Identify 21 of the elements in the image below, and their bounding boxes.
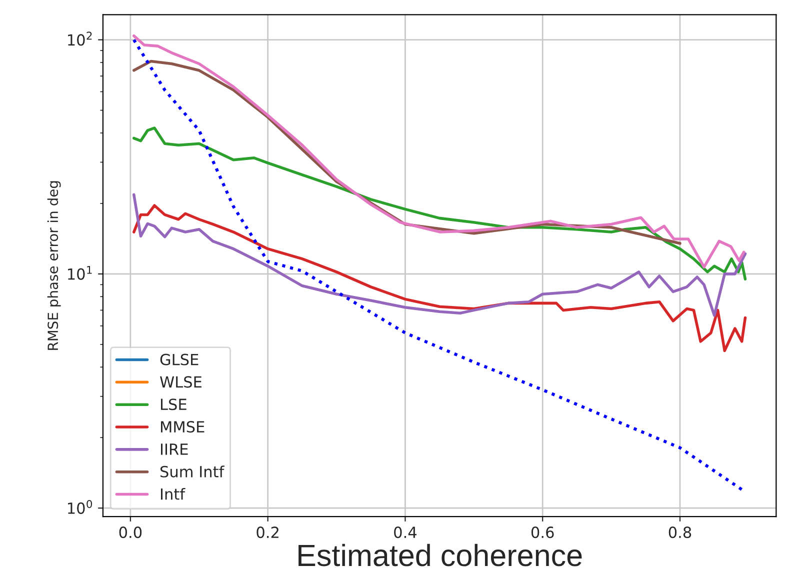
- legend-label: Sum Intf: [160, 466, 224, 478]
- x-axis-title: Estimated coherence: [298, 544, 582, 566]
- x-tick-label: 0.6: [531, 526, 554, 538]
- y-tick-label: 10$^{2}$: [68, 32, 92, 46]
- x-tick-label: 0.8: [668, 526, 692, 538]
- line-series: [132, 193, 747, 317]
- legend-label: IIRE: [160, 444, 188, 455]
- legend-label: GLSE: [160, 354, 198, 366]
- legend-label: Intf: [160, 488, 186, 500]
- line-series: [132, 34, 746, 268]
- y-tick-label: 10$^{0}$: [68, 500, 92, 514]
- legend-label: WLSE: [160, 376, 202, 388]
- legend-label: LSE: [160, 398, 186, 410]
- legend-label: MMSE: [160, 421, 204, 433]
- x-tick-label: 0.0: [119, 526, 142, 538]
- x-tick-label: 0.2: [256, 526, 278, 538]
- y-tick-label: 10$^{1}$: [68, 266, 92, 280]
- y-axis-title: RMSE phase error in deg: [47, 181, 61, 350]
- x-tick-label: 0.4: [394, 526, 417, 538]
- line-series: [132, 204, 747, 352]
- line-series: [132, 126, 747, 281]
